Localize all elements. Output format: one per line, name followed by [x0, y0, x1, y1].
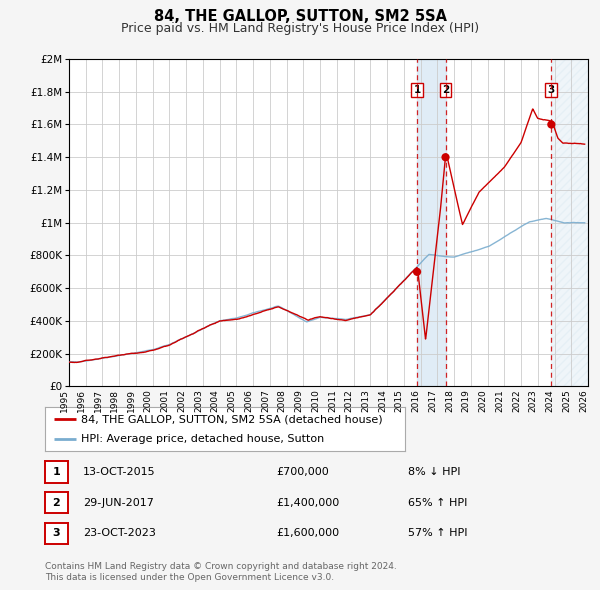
Text: 13-OCT-2015: 13-OCT-2015 — [83, 467, 155, 477]
Text: 2004: 2004 — [211, 389, 220, 412]
Text: 1998: 1998 — [110, 389, 119, 412]
Text: 2009: 2009 — [295, 389, 304, 412]
Point — [412, 267, 422, 277]
Text: £700,000: £700,000 — [276, 467, 329, 477]
Text: 1997: 1997 — [94, 389, 103, 412]
Bar — [417, 59, 446, 386]
Text: 2019: 2019 — [462, 389, 471, 412]
Text: 2016: 2016 — [412, 389, 421, 412]
Text: 2025: 2025 — [562, 389, 571, 412]
Text: 2018: 2018 — [445, 389, 454, 412]
Text: 2005: 2005 — [227, 389, 236, 412]
Text: Price paid vs. HM Land Registry's House Price Index (HPI): Price paid vs. HM Land Registry's House … — [121, 22, 479, 35]
Text: 2: 2 — [53, 498, 60, 507]
Text: 2010: 2010 — [311, 389, 320, 412]
Bar — [551, 59, 588, 386]
Text: 2014: 2014 — [378, 389, 387, 412]
Text: 2023: 2023 — [529, 389, 538, 412]
Text: 2011: 2011 — [328, 389, 337, 412]
Point — [441, 153, 451, 162]
Text: £1,600,000: £1,600,000 — [276, 529, 339, 538]
Text: 2026: 2026 — [579, 389, 588, 412]
Text: 2017: 2017 — [428, 389, 437, 412]
Text: 2024: 2024 — [545, 389, 554, 412]
Text: 1996: 1996 — [77, 389, 86, 412]
Text: 2013: 2013 — [361, 389, 370, 412]
Text: 2: 2 — [442, 85, 449, 95]
Text: 2012: 2012 — [344, 389, 353, 412]
Text: 84, THE GALLOP, SUTTON, SM2 5SA (detached house): 84, THE GALLOP, SUTTON, SM2 5SA (detache… — [81, 414, 383, 424]
Text: 65% ↑ HPI: 65% ↑ HPI — [408, 498, 467, 507]
Text: 84, THE GALLOP, SUTTON, SM2 5SA: 84, THE GALLOP, SUTTON, SM2 5SA — [154, 9, 446, 24]
Text: £1,400,000: £1,400,000 — [276, 498, 339, 507]
Text: 2008: 2008 — [278, 389, 287, 412]
Text: 2022: 2022 — [512, 389, 521, 412]
Text: 1995: 1995 — [60, 389, 69, 412]
Text: 2015: 2015 — [395, 389, 404, 412]
Text: 2002: 2002 — [177, 389, 186, 412]
Point — [547, 120, 556, 129]
Text: 3: 3 — [548, 85, 555, 95]
Text: 2021: 2021 — [495, 389, 504, 412]
Text: 2020: 2020 — [479, 389, 488, 412]
Text: 23-OCT-2023: 23-OCT-2023 — [83, 529, 155, 538]
Text: HPI: Average price, detached house, Sutton: HPI: Average price, detached house, Sutt… — [81, 434, 324, 444]
Text: Contains HM Land Registry data © Crown copyright and database right 2024.
This d: Contains HM Land Registry data © Crown c… — [45, 562, 397, 582]
Text: 2001: 2001 — [160, 389, 169, 412]
Text: 29-JUN-2017: 29-JUN-2017 — [83, 498, 154, 507]
Text: 1: 1 — [413, 85, 421, 95]
Text: 2007: 2007 — [261, 389, 270, 412]
Text: 57% ↑ HPI: 57% ↑ HPI — [408, 529, 467, 538]
Text: 2000: 2000 — [144, 389, 153, 412]
Text: 2006: 2006 — [244, 389, 253, 412]
Text: 8% ↓ HPI: 8% ↓ HPI — [408, 467, 461, 477]
Text: 1: 1 — [53, 467, 60, 477]
Text: 3: 3 — [53, 529, 60, 538]
Text: 2003: 2003 — [194, 389, 203, 412]
Text: 1999: 1999 — [127, 389, 136, 412]
